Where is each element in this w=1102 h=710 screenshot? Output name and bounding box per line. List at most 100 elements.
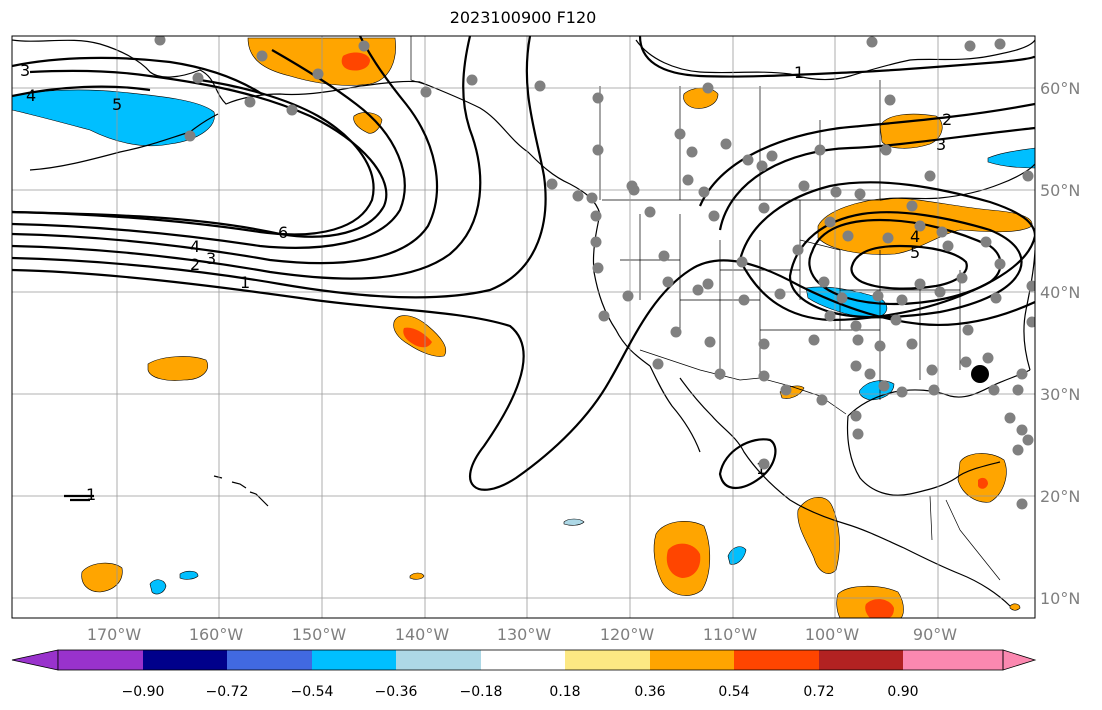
- station-marker: [896, 386, 908, 398]
- shade-lightblue-epac: [563, 518, 585, 526]
- contour-label-1: 3: [20, 61, 30, 80]
- station-marker: [942, 240, 954, 252]
- station-marker: [658, 250, 670, 262]
- station-marker: [792, 244, 804, 256]
- station-marker: [964, 40, 976, 52]
- station-marker: [994, 38, 1006, 50]
- shade-orange-hawaii-sw: [81, 562, 123, 593]
- station-marker: [854, 188, 866, 200]
- station-marker: [824, 310, 836, 322]
- colorbar-segment: [227, 650, 312, 670]
- station-marker: [592, 262, 604, 274]
- lon-label-160w: 160°W: [189, 625, 244, 644]
- colorbar-tick-7: 0.36: [634, 684, 665, 700]
- station-marker: [674, 128, 686, 140]
- station-marker: [1016, 368, 1028, 380]
- contour-label-7: 2: [190, 255, 200, 274]
- station-marker: [686, 146, 698, 158]
- station-marker: [644, 206, 656, 218]
- station-marker: [880, 144, 892, 156]
- station-marker: [982, 352, 994, 364]
- shade-orange-pacific-mx: [797, 497, 840, 574]
- station-marker: [824, 216, 836, 228]
- coastline-labrador: [879, 163, 1035, 201]
- station-marker: [1026, 280, 1035, 292]
- station-marker: [924, 170, 936, 182]
- border-central-america: [929, 495, 1001, 581]
- station-marker: [1022, 170, 1034, 182]
- contour-label-5: 4: [190, 237, 200, 256]
- station-marker: [622, 290, 634, 302]
- station-marker: [704, 336, 716, 348]
- station-marker: [882, 232, 894, 244]
- longitude-labels: 170°W 160°W 150°W 140°W 130°W 120°W 110°…: [87, 625, 957, 644]
- station-marker: [662, 276, 674, 288]
- colorbar-segment: [565, 650, 650, 670]
- colorbar-outline: [57, 649, 1004, 671]
- station-marker: [852, 428, 864, 440]
- lon-label-110w: 110°W: [703, 625, 758, 644]
- station-marker: [980, 236, 992, 248]
- station-marker: [358, 40, 370, 52]
- station-marker: [798, 180, 810, 192]
- colorbar-tick-1: −0.90: [122, 684, 165, 700]
- contour-4: [12, 36, 439, 265]
- shade-blue-hawaii-s2: [179, 570, 199, 580]
- colorbar-tick-5: −0.18: [460, 684, 503, 700]
- contour-label-11: 3: [936, 135, 946, 154]
- station-marker: [808, 334, 820, 346]
- station-marker: [420, 86, 432, 98]
- map-frame: [11, 35, 1036, 619]
- station-marker: [756, 160, 768, 172]
- station-marker: [936, 226, 948, 238]
- shade-red-epac: [666, 543, 701, 578]
- contour-label-9: 1: [794, 63, 804, 82]
- station-marker: [682, 174, 694, 186]
- station-marker: [872, 290, 884, 302]
- station-marker: [878, 380, 890, 392]
- lat-label-30n: 30°N: [1040, 385, 1080, 404]
- contour-1-north: [638, 36, 1035, 78]
- shade-orange-bc: [353, 112, 383, 134]
- contour-ridge-outer: [12, 69, 388, 238]
- station-marker: [816, 394, 828, 406]
- station-marker: [590, 236, 602, 248]
- station-marker: [702, 82, 714, 94]
- shade-red-epac-s: [865, 599, 894, 618]
- station-markers: [154, 36, 1035, 510]
- lat-label-40n: 40°N: [1040, 283, 1080, 302]
- station-marker: [736, 256, 748, 268]
- contour-label-6: 3: [206, 249, 216, 268]
- station-marker: [842, 230, 854, 242]
- lat-label-20n: 20°N: [1040, 487, 1080, 506]
- contour-1-trough: [12, 259, 1035, 491]
- border-canada-provinces: [599, 80, 881, 200]
- station-marker: [928, 384, 940, 396]
- shade-orange-hawaii-n: [147, 356, 208, 381]
- colorbar-segment: [312, 650, 396, 670]
- station-marker: [592, 92, 604, 104]
- station-marker: [988, 384, 1000, 396]
- colorbar-extend-left: [11, 649, 59, 671]
- station-marker: [956, 272, 968, 284]
- contour-5: [12, 49, 406, 249]
- station-marker: [1016, 424, 1028, 436]
- station-marker: [830, 186, 842, 198]
- station-marker: [692, 284, 704, 296]
- colorbar-segment: [819, 650, 903, 670]
- lon-label-100w: 100°W: [805, 625, 860, 644]
- shade-blue-labrador: [987, 147, 1035, 169]
- station-marker: [1016, 498, 1028, 510]
- coastline-aleutians: [29, 113, 219, 171]
- station-marker: [256, 50, 268, 62]
- station-marker: [592, 144, 604, 156]
- station-marker: [546, 178, 558, 190]
- station-marker: [818, 276, 830, 288]
- lon-label-120w: 120°W: [600, 625, 655, 644]
- colorbar-tick-9: 0.72: [803, 684, 834, 700]
- station-marker: [534, 80, 546, 92]
- station-marker: [1022, 434, 1034, 446]
- station-marker: [994, 258, 1006, 270]
- station-marker: [934, 286, 946, 298]
- colorbar-tick-6: 0.18: [549, 684, 580, 700]
